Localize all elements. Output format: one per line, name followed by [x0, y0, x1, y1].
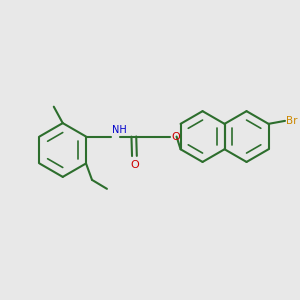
Text: NH: NH — [112, 125, 127, 135]
Text: O: O — [130, 160, 139, 170]
Text: O: O — [172, 132, 181, 142]
Text: Br: Br — [286, 116, 298, 126]
